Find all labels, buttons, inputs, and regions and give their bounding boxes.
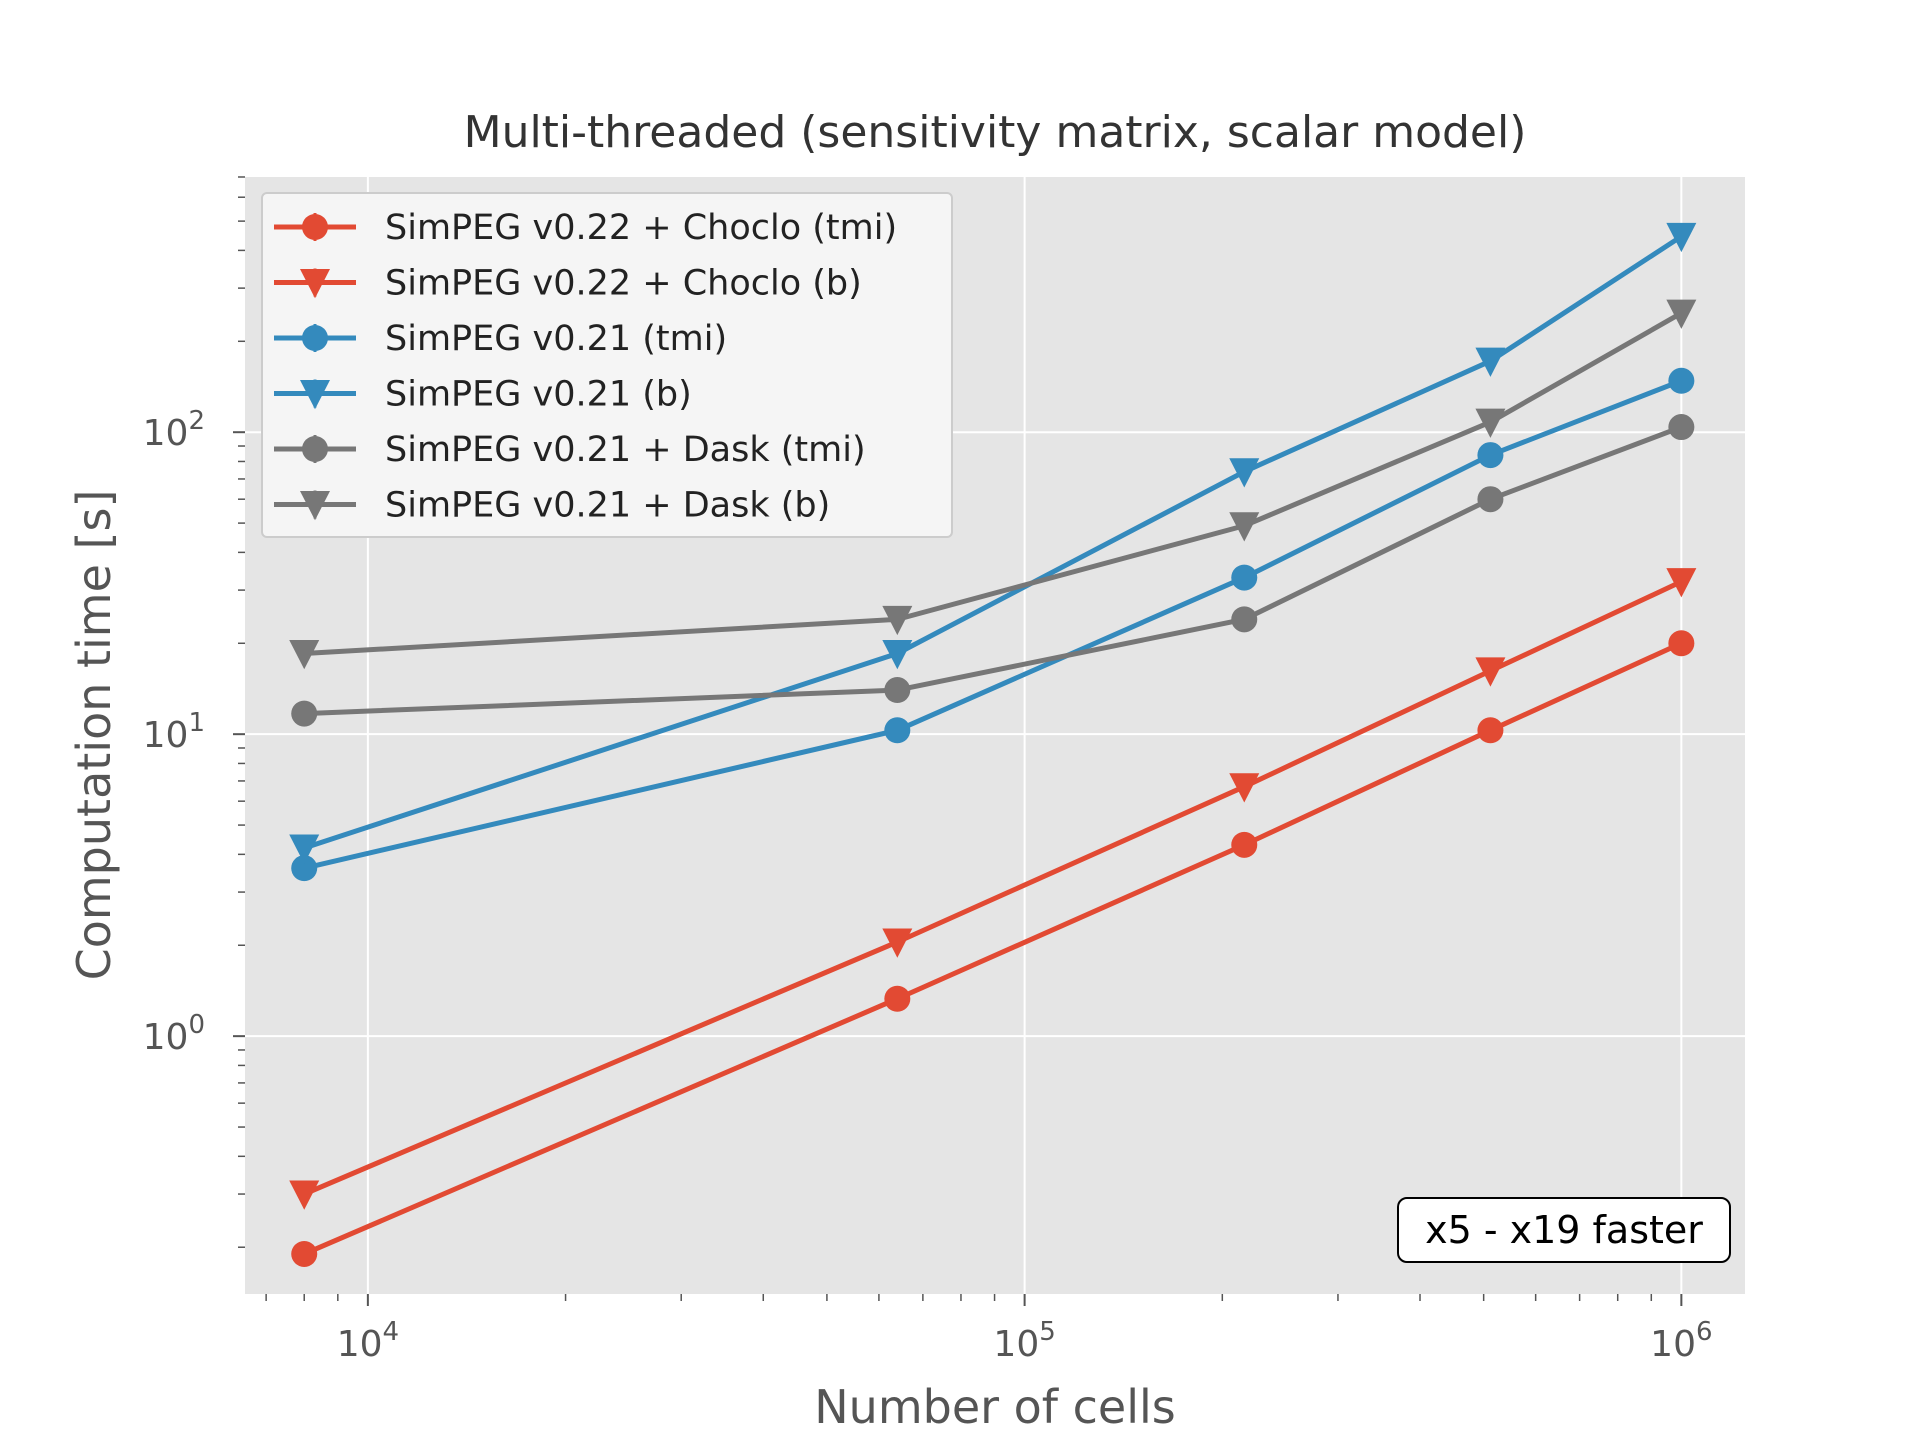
data-point (884, 677, 911, 704)
data-point (1668, 414, 1695, 441)
data-point (884, 985, 911, 1012)
data-point (1229, 512, 1260, 542)
annotation-group: x5 - x19 faster (1397, 1197, 1731, 1263)
data-point (882, 605, 913, 636)
y-tick-label: 102 (143, 406, 205, 454)
data-point (1229, 458, 1260, 488)
legend-box (261, 192, 953, 538)
annotation-text: x5 - x19 faster (1425, 1208, 1703, 1252)
x-tick-label: 105 (993, 1317, 1055, 1365)
legend-label: SimPEG v0.22 + Choclo (tmi) (385, 208, 897, 248)
data-point (1477, 717, 1504, 744)
data-point (882, 639, 913, 670)
series-3 (289, 222, 1697, 864)
legend-marker (300, 269, 330, 299)
legend-label: SimPEG v0.21 + Dask (tmi) (385, 430, 866, 470)
x-axis-label: Number of cells (814, 1380, 1176, 1434)
legend-marker (302, 436, 328, 462)
legend-marker (300, 380, 330, 410)
data-point (1231, 831, 1258, 858)
data-point (1668, 630, 1695, 657)
y-tick-label: 101 (143, 708, 205, 756)
data-point (1668, 367, 1695, 394)
data-point (882, 928, 913, 958)
legend-marker (300, 491, 330, 521)
series-0 (291, 630, 1695, 1267)
series-1 (289, 568, 1697, 1210)
series-5 (289, 299, 1697, 670)
series-4 (291, 414, 1695, 727)
series-group (289, 222, 1697, 1267)
legend-label: SimPEG v0.21 (tmi) (385, 319, 727, 359)
legend-label: SimPEG v0.21 (b) (385, 375, 692, 415)
data-point (1231, 564, 1258, 591)
data-point (291, 855, 318, 882)
data-point (289, 834, 320, 864)
data-point (289, 1180, 320, 1210)
data-point (1477, 442, 1504, 469)
data-point (1477, 486, 1504, 513)
legend: SimPEG v0.22 + Choclo (tmi) SimPEG v0.22 … (261, 192, 953, 538)
data-point (1475, 657, 1506, 687)
y-tick-label: 100 (143, 1010, 205, 1058)
data-point (291, 1240, 318, 1267)
data-point (1666, 222, 1697, 253)
y-axis-label: Computation time [s] (67, 490, 121, 981)
data-point (289, 639, 320, 670)
annotation-box (1397, 1197, 1731, 1263)
series-2 (291, 367, 1695, 882)
legend-marker (302, 325, 328, 351)
data-point (291, 700, 318, 727)
data-point (1231, 606, 1258, 633)
chart-title: Multi-threaded (sensitivity matrix, scal… (464, 107, 1527, 158)
data-point (1666, 568, 1697, 598)
data-point (1475, 347, 1506, 377)
data-point (1229, 773, 1260, 803)
axis-ticks: 104 105 106 100 101 102 (143, 176, 1713, 1365)
x-tick-label: 106 (1650, 1317, 1712, 1365)
data-point (1666, 299, 1697, 329)
data-point (884, 717, 911, 744)
x-tick-label: 104 (337, 1317, 399, 1365)
legend-marker (302, 214, 328, 240)
legend-label: SimPEG v0.21 + Dask (b) (385, 486, 830, 526)
legend-label: SimPEG v0.22 + Choclo (b) (385, 264, 862, 304)
data-point (1475, 408, 1506, 438)
